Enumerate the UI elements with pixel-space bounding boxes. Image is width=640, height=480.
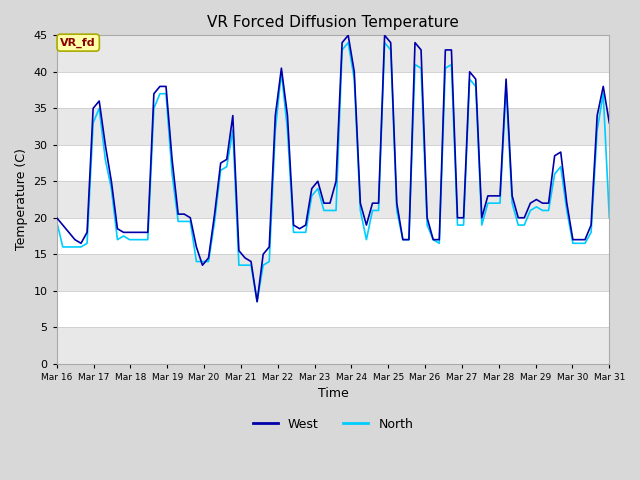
Bar	[57, 218, 609, 254]
Bar	[57, 327, 609, 364]
Bar	[57, 36, 609, 72]
Bar	[57, 72, 609, 108]
Bar	[57, 108, 609, 145]
Legend: West, North: West, North	[248, 413, 419, 436]
Bar	[57, 181, 609, 218]
Bar	[57, 254, 609, 291]
Title: VR Forced Diffusion Temperature: VR Forced Diffusion Temperature	[207, 15, 459, 30]
Y-axis label: Temperature (C): Temperature (C)	[15, 149, 28, 251]
Bar	[57, 291, 609, 327]
Bar	[57, 145, 609, 181]
X-axis label: Time: Time	[317, 387, 348, 400]
Text: VR_fd: VR_fd	[60, 37, 96, 48]
